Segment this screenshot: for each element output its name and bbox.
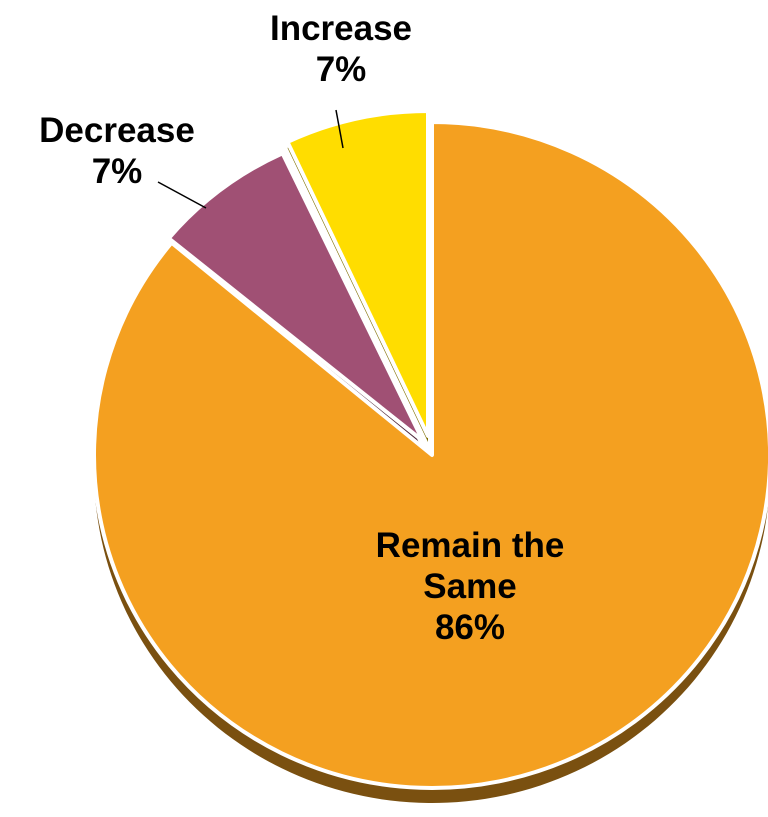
data-label-value: 86% xyxy=(435,608,505,647)
leader-line-decrease xyxy=(157,181,207,209)
leader-lines xyxy=(157,109,344,209)
slice-remain-the-same xyxy=(92,120,768,790)
slice-decrease xyxy=(166,151,425,443)
data-label-category: Increase xyxy=(270,9,412,48)
data-label-category: Remain the xyxy=(376,526,565,565)
slice-labels: Remain the Same 86%Decrease 7%Increase 7% xyxy=(39,9,564,647)
data-label-decrease: Decrease 7% xyxy=(39,111,195,191)
data-label-remain-the-same: Remain the Same 86% xyxy=(376,526,565,647)
slice-increase xyxy=(285,109,430,438)
leader-line-increase xyxy=(335,109,344,149)
pie-slices xyxy=(92,109,768,790)
data-label-category: Same xyxy=(423,567,516,606)
data-label-increase: Increase 7% xyxy=(270,9,412,89)
data-label-value: 7% xyxy=(92,152,143,191)
data-label-value: 7% xyxy=(316,50,367,89)
data-label-category: Decrease xyxy=(39,111,195,150)
